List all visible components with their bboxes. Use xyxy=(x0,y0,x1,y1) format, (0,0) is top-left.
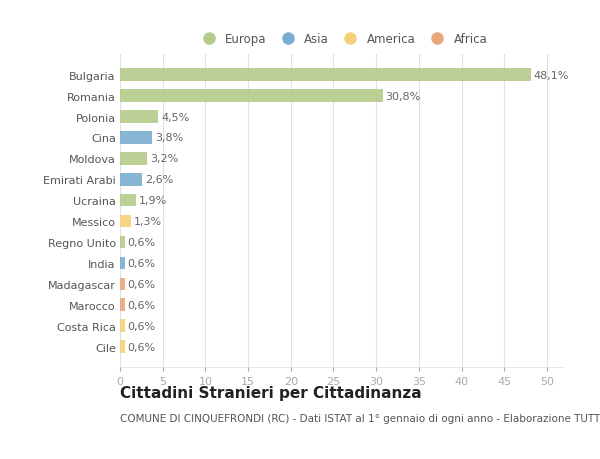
Bar xyxy=(120,257,125,269)
Text: 48,1%: 48,1% xyxy=(533,71,569,80)
Bar xyxy=(120,341,125,353)
Bar xyxy=(120,236,125,249)
Bar xyxy=(120,195,136,207)
Bar xyxy=(120,215,131,228)
Bar xyxy=(120,69,531,82)
Text: COMUNE DI CINQUEFRONDI (RC) - Dati ISTAT al 1° gennaio di ogni anno - Elaborazio: COMUNE DI CINQUEFRONDI (RC) - Dati ISTAT… xyxy=(120,413,600,423)
Bar xyxy=(120,299,125,311)
Text: 0,6%: 0,6% xyxy=(128,258,156,269)
Text: 3,2%: 3,2% xyxy=(150,154,178,164)
Bar xyxy=(120,174,142,186)
Text: 0,6%: 0,6% xyxy=(128,237,156,247)
Text: Cittadini Stranieri per Cittadinanza: Cittadini Stranieri per Cittadinanza xyxy=(120,386,422,401)
Bar xyxy=(120,278,125,291)
Text: 4,5%: 4,5% xyxy=(161,112,189,122)
Bar xyxy=(120,111,158,123)
Text: 1,9%: 1,9% xyxy=(139,196,167,206)
Text: 0,6%: 0,6% xyxy=(128,279,156,289)
Text: 0,6%: 0,6% xyxy=(128,300,156,310)
Bar xyxy=(120,90,383,103)
Text: 1,3%: 1,3% xyxy=(134,217,162,227)
Text: 3,8%: 3,8% xyxy=(155,133,183,143)
Bar xyxy=(120,132,152,145)
Text: 0,6%: 0,6% xyxy=(128,321,156,331)
Bar xyxy=(120,319,125,332)
Bar xyxy=(120,153,148,165)
Text: 2,6%: 2,6% xyxy=(145,175,173,185)
Text: 0,6%: 0,6% xyxy=(128,342,156,352)
Text: 30,8%: 30,8% xyxy=(386,91,421,101)
Legend: Europa, Asia, America, Africa: Europa, Asia, America, Africa xyxy=(193,30,491,50)
